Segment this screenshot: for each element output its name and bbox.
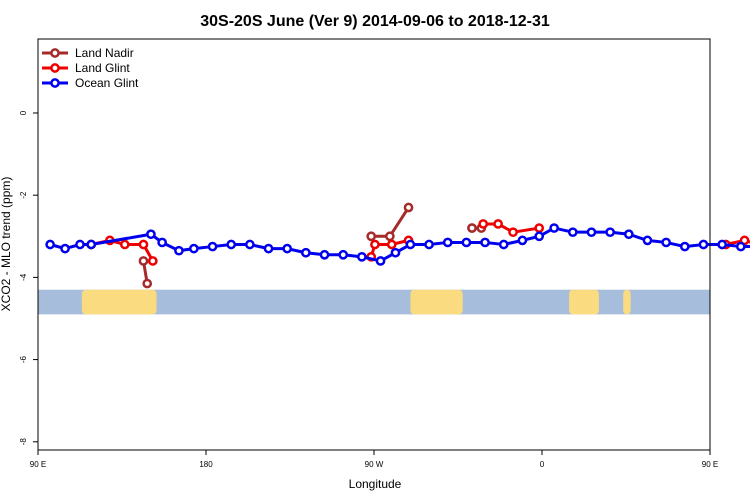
data-point: [534, 223, 545, 233]
legend-swatch-marker: [50, 63, 60, 73]
legend-label: Ocean Glint: [75, 76, 139, 90]
x-tick-label: 180: [199, 460, 213, 469]
land-region: [81, 289, 157, 315]
data-point: [735, 241, 746, 252]
chart-title: 30S-20S June (Ver 9) 2014-09-06 to 2018-…: [200, 13, 550, 30]
data-point: [480, 237, 490, 248]
data-point: [385, 231, 395, 242]
data-point: [586, 227, 597, 238]
data-point: [549, 223, 559, 233]
series-ocean-glint: [45, 223, 750, 266]
data-point: [461, 237, 472, 248]
series-line: [49, 226, 750, 263]
data-point: [642, 235, 653, 246]
data-point: [498, 239, 509, 250]
y-axis-label: XCO2 - MLO trend (ppm): [0, 177, 13, 312]
y-tick-label: -2: [19, 191, 28, 199]
data-point: [319, 249, 330, 260]
data-point: [45, 239, 55, 250]
data-point: [517, 235, 528, 246]
data-point: [567, 227, 578, 238]
data-point: [60, 243, 70, 254]
legend-swatch-marker: [50, 48, 60, 58]
data-point: [142, 278, 153, 289]
x-tick-label: 90 E: [702, 460, 718, 469]
x-axis: 90 E 180 90 W 0 90 E: [30, 450, 718, 469]
legend-label: Land Nadir: [75, 46, 134, 60]
y-tick-label: -8: [19, 438, 28, 446]
data-point: [717, 239, 727, 250]
y-axis: 0 -2 -4 -6 -8: [19, 110, 38, 445]
series-layer: [45, 202, 750, 289]
data-point: [405, 239, 416, 250]
plot-frame: [37, 38, 711, 451]
data-point: [174, 245, 184, 256]
data-point: [386, 239, 397, 250]
data-point: [282, 243, 293, 254]
y-tick-label: -6: [19, 355, 28, 363]
land-region: [410, 289, 463, 315]
data-point: [605, 227, 615, 238]
legend-label: Land Glint: [75, 61, 130, 75]
data-point: [390, 247, 401, 258]
data-point: [403, 202, 414, 213]
data-point: [478, 219, 489, 229]
data-point: [157, 237, 167, 248]
data-point: [467, 223, 477, 233]
data-point: [138, 239, 149, 250]
data-point: [75, 239, 85, 250]
data-point: [370, 239, 380, 250]
data-point: [623, 229, 634, 240]
data-point: [86, 239, 97, 250]
data-point: [366, 231, 377, 242]
data-point: [226, 239, 237, 250]
data-point: [119, 239, 130, 250]
x-tick-label: 90 E: [30, 460, 46, 469]
data-point: [263, 243, 274, 254]
data-point: [146, 229, 156, 240]
data-point: [189, 243, 199, 254]
data-point: [424, 239, 434, 250]
map-strip: [38, 289, 710, 315]
data-point: [661, 237, 671, 248]
data-point: [442, 237, 453, 248]
series-line: [369, 238, 409, 258]
data-point: [375, 256, 386, 266]
series-line: [483, 222, 540, 234]
data-point: [508, 227, 518, 238]
series-line: [725, 238, 750, 246]
x-tick-label: 0: [540, 460, 545, 469]
data-point: [679, 241, 690, 252]
legend-swatch-marker: [50, 78, 60, 88]
data-point: [245, 239, 255, 250]
land-region: [623, 289, 631, 315]
y-tick-label: -4: [19, 273, 28, 281]
land-region: [569, 289, 599, 315]
data-point: [138, 256, 149, 266]
data-point: [698, 239, 709, 250]
data-point: [301, 247, 311, 258]
data-point: [207, 241, 218, 252]
y-tick-label: 0: [19, 110, 28, 115]
data-point: [493, 219, 503, 229]
data-point: [534, 231, 545, 242]
x-tick-label: 90 W: [365, 460, 384, 469]
data-point: [357, 251, 367, 262]
data-point: [147, 256, 158, 266]
data-point: [338, 249, 349, 260]
x-axis-label: Longitude: [349, 477, 402, 491]
